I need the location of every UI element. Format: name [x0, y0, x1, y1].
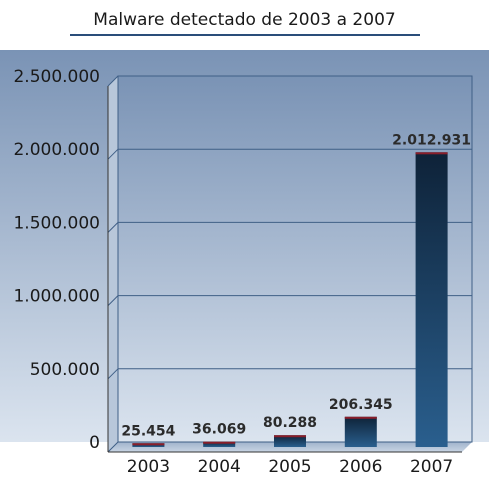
bar-top-edge: [132, 443, 165, 446]
x-tick-label: 2005: [268, 457, 311, 477]
gridline-side: [107, 295, 119, 306]
bar-top-edge: [203, 441, 236, 444]
gridline-side: [107, 75, 119, 87]
bar: [203, 441, 236, 447]
gridline-side: [107, 441, 119, 453]
y-tick-label: 1.000.000: [13, 287, 100, 307]
bar-top-edge: [415, 152, 448, 155]
y-tick-label: 2.500.000: [13, 67, 100, 87]
y-tick-label: 0: [89, 433, 100, 453]
back-wall: [117, 75, 473, 443]
x-tick-label: 2004: [198, 457, 241, 477]
gridline-side: [107, 222, 119, 233]
x-tick-label: 2007: [410, 457, 453, 477]
data-label: 206.345: [329, 397, 393, 413]
y-tick-label: 2.000.000: [13, 140, 100, 160]
bar: [344, 416, 377, 447]
title-underline: [70, 34, 420, 36]
bar: [274, 435, 306, 447]
bar: [415, 152, 448, 448]
data-label: 2.012.931: [392, 132, 471, 148]
data-label: 80.288: [263, 415, 317, 431]
data-label: 36.069: [192, 422, 246, 438]
chart-title: Malware detectado de 2003 a 2007: [93, 10, 396, 30]
side-wall: [108, 76, 118, 452]
gridline-side: [107, 368, 119, 380]
gridline-side: [107, 148, 119, 160]
x-tick-label: 2003: [127, 457, 170, 477]
bar-top-edge: [274, 435, 306, 438]
y-tick-label: 1.500.000: [13, 213, 100, 233]
data-label: 25.454: [121, 423, 175, 439]
x-tick-label: 2006: [339, 457, 382, 477]
y-tick-label: 500.000: [30, 360, 100, 380]
bar-top-edge: [344, 416, 377, 419]
